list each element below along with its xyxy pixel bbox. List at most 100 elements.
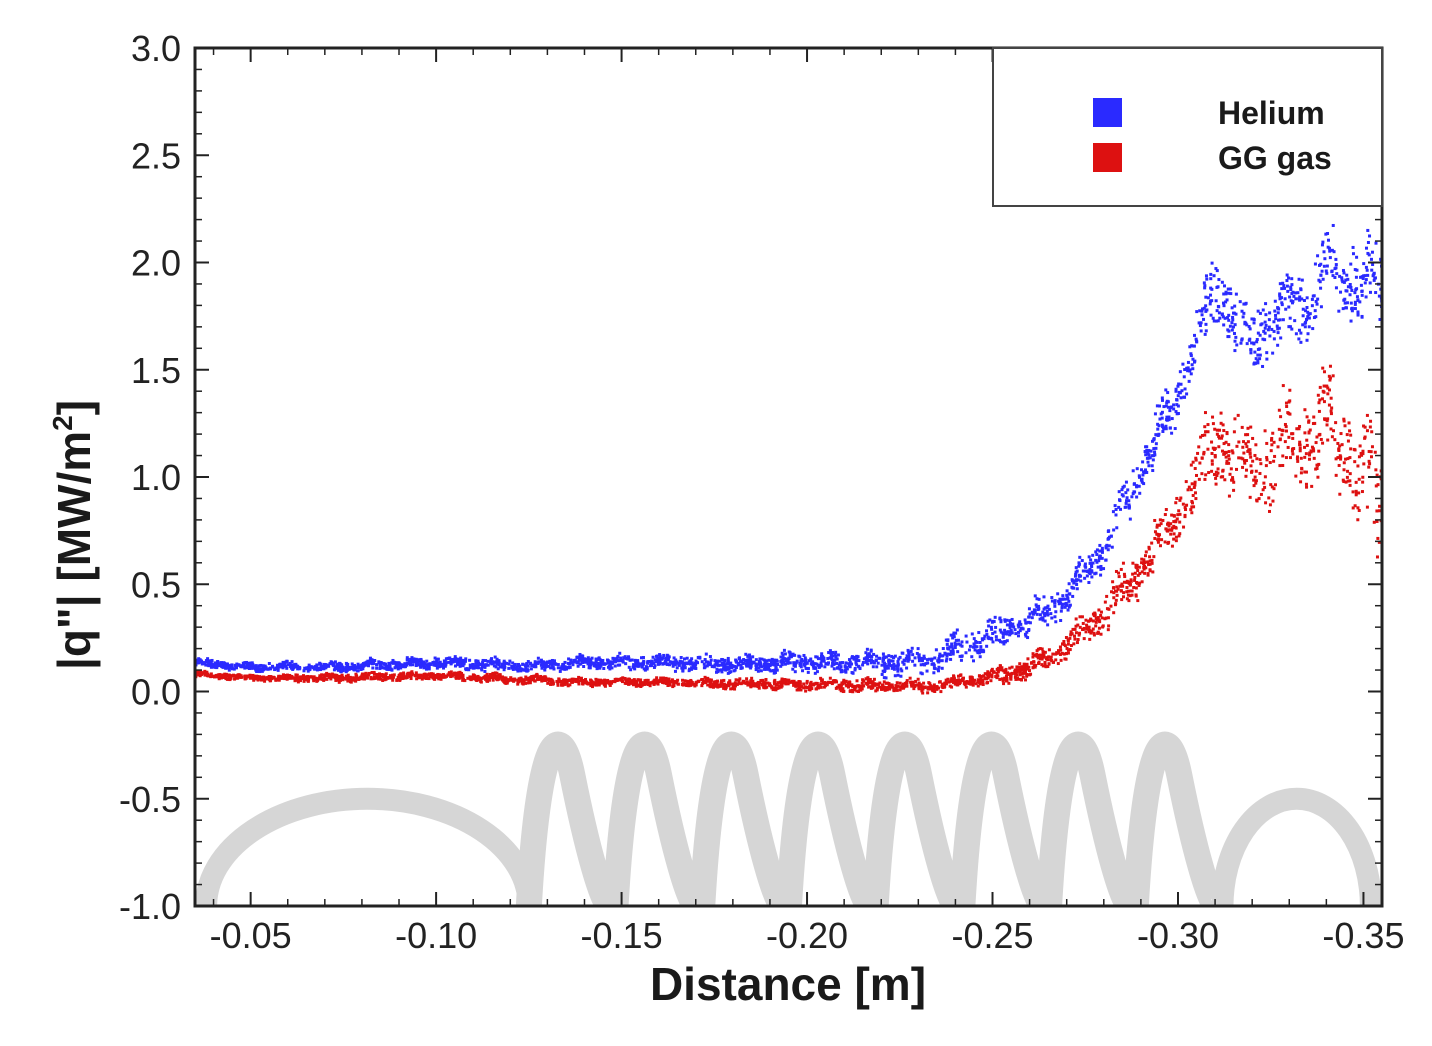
data-point	[1360, 315, 1364, 319]
data-point	[469, 678, 473, 682]
data-point	[1354, 493, 1358, 497]
data-point	[322, 677, 326, 681]
data-point	[1148, 562, 1152, 566]
data-point	[1085, 625, 1089, 629]
data-point	[1269, 449, 1273, 453]
data-point	[433, 656, 437, 660]
data-point	[1081, 627, 1085, 631]
data-point	[1050, 599, 1054, 603]
data-point	[525, 677, 529, 681]
data-point	[422, 666, 426, 670]
data-point	[751, 683, 755, 687]
data-point	[1036, 608, 1040, 612]
data-point	[490, 657, 494, 661]
data-point	[945, 642, 949, 646]
data-point	[940, 659, 944, 663]
data-point	[880, 663, 884, 667]
data-point	[1247, 338, 1251, 342]
data-point	[1092, 631, 1096, 635]
data-point	[528, 681, 532, 685]
data-point	[298, 679, 302, 683]
data-point	[401, 675, 405, 679]
data-point	[1179, 496, 1183, 500]
data-point	[299, 675, 303, 679]
data-point	[922, 681, 926, 685]
data-point	[1225, 316, 1229, 320]
data-point	[801, 659, 805, 663]
data-point	[1203, 284, 1207, 288]
data-point	[1183, 387, 1187, 391]
data-point	[614, 660, 618, 664]
data-point	[985, 681, 989, 685]
data-point	[667, 655, 671, 659]
data-point	[471, 662, 475, 666]
data-point	[920, 689, 924, 693]
data-point	[633, 680, 637, 684]
data-point	[965, 640, 969, 644]
data-point	[649, 662, 653, 666]
data-point	[737, 663, 741, 667]
data-point	[723, 658, 727, 662]
data-point	[1304, 482, 1308, 486]
data-point	[1319, 305, 1323, 309]
data-point	[281, 660, 285, 664]
data-point	[485, 679, 489, 683]
data-point	[384, 672, 388, 676]
data-point	[1224, 292, 1228, 296]
data-point	[1013, 675, 1017, 679]
data-point	[227, 673, 231, 677]
data-point	[946, 646, 950, 650]
data-point	[366, 676, 370, 680]
data-point	[1009, 629, 1013, 633]
data-point	[1015, 670, 1019, 674]
data-point	[1263, 475, 1267, 479]
data-point	[1353, 504, 1357, 508]
data-point	[594, 664, 598, 668]
data-point	[892, 665, 896, 669]
data-point	[694, 681, 698, 685]
data-point	[257, 668, 261, 672]
data-point	[722, 663, 726, 667]
data-point	[371, 666, 375, 670]
data-point	[1177, 509, 1181, 513]
data-point	[923, 686, 927, 690]
data-point	[893, 654, 897, 658]
data-point	[952, 633, 956, 637]
data-point	[443, 659, 447, 663]
data-point	[1357, 508, 1361, 512]
data-point	[816, 657, 820, 661]
data-point	[919, 663, 923, 667]
data-point	[1357, 477, 1361, 481]
data-point	[820, 659, 824, 663]
data-point	[626, 657, 630, 661]
data-point	[792, 683, 796, 687]
data-point	[722, 678, 726, 682]
data-point	[1307, 312, 1311, 316]
data-point	[884, 681, 888, 685]
data-point	[833, 658, 837, 662]
data-point	[230, 667, 234, 671]
data-point	[1221, 315, 1225, 319]
data-point	[832, 667, 836, 671]
data-point	[1328, 376, 1332, 380]
data-point	[504, 676, 508, 680]
data-point	[1053, 601, 1057, 605]
data-point	[674, 660, 678, 664]
data-point	[1200, 456, 1204, 460]
data-point	[1094, 550, 1098, 554]
data-point	[1299, 331, 1303, 335]
data-point	[436, 672, 440, 676]
data-point	[491, 675, 495, 679]
data-point	[1311, 447, 1315, 451]
data-point	[277, 677, 281, 681]
data-point	[404, 675, 408, 679]
data-point	[867, 685, 871, 689]
data-point	[1296, 291, 1300, 295]
data-point	[1032, 660, 1036, 664]
data-point	[217, 677, 221, 681]
data-point	[1246, 426, 1250, 430]
data-point	[1038, 613, 1042, 617]
data-point	[704, 660, 708, 664]
data-point	[669, 680, 673, 684]
data-point	[1192, 486, 1196, 490]
